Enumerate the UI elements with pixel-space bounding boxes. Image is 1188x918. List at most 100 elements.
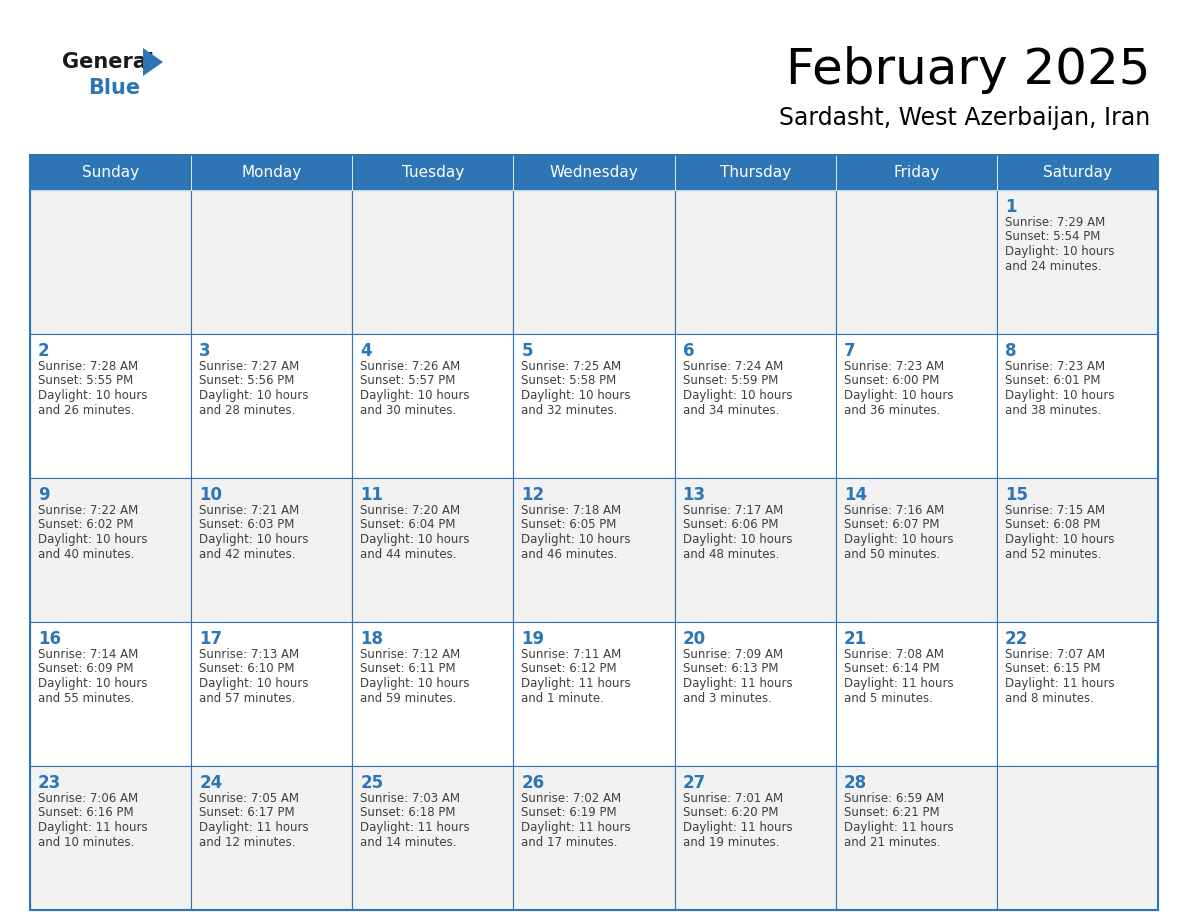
Text: Blue: Blue: [88, 78, 140, 98]
Bar: [30, 478, 191, 622]
Text: 4: 4: [360, 342, 372, 360]
Text: Sunrise: 7:28 AM: Sunrise: 7:28 AM: [38, 360, 138, 373]
Text: and 46 minutes.: and 46 minutes.: [522, 547, 618, 561]
Bar: [191, 155, 353, 190]
Bar: [997, 334, 1158, 478]
Text: Daylight: 11 hours: Daylight: 11 hours: [1005, 677, 1114, 690]
Text: Sunrise: 6:59 AM: Sunrise: 6:59 AM: [843, 792, 943, 805]
Text: Sunrise: 7:21 AM: Sunrise: 7:21 AM: [200, 504, 299, 517]
Text: Sunset: 5:59 PM: Sunset: 5:59 PM: [683, 375, 778, 387]
Text: 28: 28: [843, 774, 867, 792]
Bar: [191, 766, 353, 910]
Text: Daylight: 10 hours: Daylight: 10 hours: [1005, 533, 1114, 546]
Text: Sunrise: 7:20 AM: Sunrise: 7:20 AM: [360, 504, 461, 517]
Text: Daylight: 10 hours: Daylight: 10 hours: [38, 533, 147, 546]
Text: 11: 11: [360, 486, 384, 504]
Text: Sunrise: 7:07 AM: Sunrise: 7:07 AM: [1005, 648, 1105, 661]
Text: and 30 minutes.: and 30 minutes.: [360, 404, 456, 417]
Text: Tuesday: Tuesday: [402, 165, 465, 180]
Text: Daylight: 10 hours: Daylight: 10 hours: [200, 533, 309, 546]
Text: Sunrise: 7:24 AM: Sunrise: 7:24 AM: [683, 360, 783, 373]
Text: Sunrise: 7:27 AM: Sunrise: 7:27 AM: [200, 360, 299, 373]
Text: Sunset: 6:17 PM: Sunset: 6:17 PM: [200, 807, 295, 820]
Text: Sunset: 6:20 PM: Sunset: 6:20 PM: [683, 807, 778, 820]
Text: Saturday: Saturday: [1043, 165, 1112, 180]
Text: Sunrise: 7:02 AM: Sunrise: 7:02 AM: [522, 792, 621, 805]
Text: Thursday: Thursday: [720, 165, 791, 180]
Text: and 36 minutes.: and 36 minutes.: [843, 404, 940, 417]
Text: and 12 minutes.: and 12 minutes.: [200, 835, 296, 848]
Text: Daylight: 11 hours: Daylight: 11 hours: [38, 821, 147, 834]
Text: February 2025: February 2025: [785, 46, 1150, 94]
Text: 17: 17: [200, 630, 222, 648]
Text: Sunrise: 7:11 AM: Sunrise: 7:11 AM: [522, 648, 621, 661]
Text: Sunrise: 7:13 AM: Sunrise: 7:13 AM: [200, 648, 299, 661]
Text: Sunset: 5:55 PM: Sunset: 5:55 PM: [38, 375, 133, 387]
Text: Sunrise: 7:05 AM: Sunrise: 7:05 AM: [200, 792, 299, 805]
Text: Daylight: 10 hours: Daylight: 10 hours: [200, 677, 309, 690]
Text: Daylight: 11 hours: Daylight: 11 hours: [843, 677, 953, 690]
Bar: [675, 478, 835, 622]
Text: Sunset: 6:18 PM: Sunset: 6:18 PM: [360, 807, 456, 820]
Text: and 21 minutes.: and 21 minutes.: [843, 835, 940, 848]
Text: and 55 minutes.: and 55 minutes.: [38, 691, 134, 704]
Text: and 28 minutes.: and 28 minutes.: [200, 404, 296, 417]
Text: and 19 minutes.: and 19 minutes.: [683, 835, 779, 848]
Bar: [675, 155, 835, 190]
Text: Sunset: 6:06 PM: Sunset: 6:06 PM: [683, 519, 778, 532]
Text: Daylight: 11 hours: Daylight: 11 hours: [683, 677, 792, 690]
Text: and 57 minutes.: and 57 minutes.: [200, 691, 296, 704]
Text: Sunset: 6:09 PM: Sunset: 6:09 PM: [38, 663, 133, 676]
Text: Daylight: 10 hours: Daylight: 10 hours: [360, 389, 469, 402]
Text: and 17 minutes.: and 17 minutes.: [522, 835, 618, 848]
Bar: [997, 766, 1158, 910]
Text: Daylight: 11 hours: Daylight: 11 hours: [683, 821, 792, 834]
Text: and 38 minutes.: and 38 minutes.: [1005, 404, 1101, 417]
Text: and 42 minutes.: and 42 minutes.: [200, 547, 296, 561]
Text: Sunset: 5:57 PM: Sunset: 5:57 PM: [360, 375, 456, 387]
Text: Sunset: 6:14 PM: Sunset: 6:14 PM: [843, 663, 940, 676]
Text: Sunset: 6:07 PM: Sunset: 6:07 PM: [843, 519, 940, 532]
Text: Sunrise: 7:26 AM: Sunrise: 7:26 AM: [360, 360, 461, 373]
Text: and 32 minutes.: and 32 minutes.: [522, 404, 618, 417]
Bar: [835, 622, 997, 766]
Bar: [30, 155, 191, 190]
Text: and 52 minutes.: and 52 minutes.: [1005, 547, 1101, 561]
Bar: [835, 766, 997, 910]
Bar: [513, 190, 675, 334]
Bar: [30, 155, 1158, 910]
Text: and 48 minutes.: and 48 minutes.: [683, 547, 779, 561]
Bar: [191, 334, 353, 478]
Text: Sunset: 6:12 PM: Sunset: 6:12 PM: [522, 663, 617, 676]
Bar: [353, 766, 513, 910]
Text: General: General: [62, 52, 154, 72]
Text: Sunset: 6:02 PM: Sunset: 6:02 PM: [38, 519, 133, 532]
Text: Daylight: 10 hours: Daylight: 10 hours: [38, 389, 147, 402]
Text: Sunset: 6:11 PM: Sunset: 6:11 PM: [360, 663, 456, 676]
Bar: [30, 334, 191, 478]
Text: and 34 minutes.: and 34 minutes.: [683, 404, 779, 417]
Text: Daylight: 10 hours: Daylight: 10 hours: [360, 533, 469, 546]
Text: Daylight: 11 hours: Daylight: 11 hours: [200, 821, 309, 834]
Bar: [835, 334, 997, 478]
Text: Sunrise: 7:06 AM: Sunrise: 7:06 AM: [38, 792, 138, 805]
Bar: [191, 478, 353, 622]
Text: Sunset: 6:05 PM: Sunset: 6:05 PM: [522, 519, 617, 532]
Text: and 24 minutes.: and 24 minutes.: [1005, 260, 1101, 273]
Bar: [353, 155, 513, 190]
Text: 21: 21: [843, 630, 867, 648]
Bar: [191, 622, 353, 766]
Text: Daylight: 11 hours: Daylight: 11 hours: [522, 677, 631, 690]
Text: Daylight: 11 hours: Daylight: 11 hours: [843, 821, 953, 834]
Text: and 50 minutes.: and 50 minutes.: [843, 547, 940, 561]
Text: 19: 19: [522, 630, 544, 648]
Text: Daylight: 10 hours: Daylight: 10 hours: [200, 389, 309, 402]
Text: Sunrise: 7:22 AM: Sunrise: 7:22 AM: [38, 504, 138, 517]
Text: Sunrise: 7:25 AM: Sunrise: 7:25 AM: [522, 360, 621, 373]
Bar: [353, 334, 513, 478]
Text: Sunrise: 7:01 AM: Sunrise: 7:01 AM: [683, 792, 783, 805]
Bar: [513, 155, 675, 190]
Bar: [675, 766, 835, 910]
Bar: [675, 190, 835, 334]
Text: Sunset: 6:19 PM: Sunset: 6:19 PM: [522, 807, 617, 820]
